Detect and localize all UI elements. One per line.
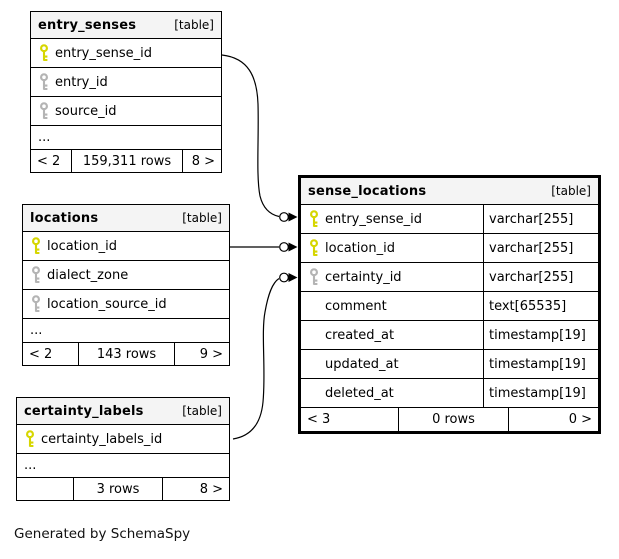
column-row: location_id <box>23 231 229 260</box>
column-row: entry_id <box>31 67 221 96</box>
primary-key-icon <box>39 44 49 62</box>
foreign-key-icon <box>31 266 41 284</box>
column-name: created_at <box>325 327 395 343</box>
column-name: entry_sense_id <box>325 211 423 227</box>
footer-children-stat: 9 > <box>174 343 229 365</box>
generated-by-note: Generated by SchemaSpy <box>14 526 191 542</box>
more-columns-ellipsis: ... <box>31 125 221 149</box>
column-name: deleted_at <box>325 385 394 401</box>
foreign-key-icon <box>39 102 49 120</box>
column-type: text[65535] <box>483 292 598 320</box>
column-name: source_id <box>55 103 117 119</box>
table-footer: < 3 0 rows 0 > <box>301 407 598 431</box>
footer-children-stat: 8 > <box>182 150 221 172</box>
column-name: dialect_zone <box>47 267 129 283</box>
table-type-tag: [table] <box>551 184 591 198</box>
relation-certainty-labels-line <box>232 277 280 440</box>
column-name: certainty_labels_id <box>41 431 163 447</box>
column-type: timestamp[19] <box>483 321 598 349</box>
column-name: comment <box>325 298 387 314</box>
footer-rows-stat: 0 rows <box>398 408 508 431</box>
column-row: entry_sense_id <box>31 38 221 67</box>
table-footer: < 2 159,311 rows 8 > <box>31 149 221 172</box>
table-name: entry_senses <box>38 17 137 33</box>
table-locations[interactable]: locations [table] location_id dialect_zo… <box>22 204 230 366</box>
column-type: timestamp[19] <box>483 350 598 378</box>
footer-parents-stat: < 2 <box>37 153 61 169</box>
foreign-key-icon <box>39 73 49 91</box>
primary-key-icon <box>25 430 35 448</box>
relation-entry-senses-line <box>221 54 280 218</box>
table-name: locations <box>30 210 99 226</box>
column-row: created_at timestamp[19] <box>301 320 598 349</box>
footer-children-stat: 0 > <box>508 408 598 431</box>
table-header: sense_locations [table] <box>301 178 598 204</box>
table-header: entry_senses [table] <box>31 12 221 38</box>
table-type-tag: [table] <box>182 404 222 418</box>
column-row: location_source_id <box>23 289 229 318</box>
relation-endpoints <box>279 212 298 283</box>
table-name: sense_locations <box>308 183 427 199</box>
column-row: dialect_zone <box>23 260 229 289</box>
column-name: location_id <box>325 240 395 256</box>
column-name: entry_id <box>55 74 108 90</box>
column-name: location_source_id <box>47 296 167 312</box>
footer-rows-stat: 159,311 rows <box>71 150 182 172</box>
table-footer: 3 rows 8 > <box>17 477 229 500</box>
column-row: certainty_labels_id <box>17 424 229 453</box>
table-footer: < 2 143 rows 9 > <box>23 342 229 365</box>
table-type-tag: [table] <box>174 18 214 32</box>
more-columns-ellipsis: ... <box>17 453 229 477</box>
column-row: comment text[65535] <box>301 291 598 320</box>
footer-parents-stat <box>17 478 73 500</box>
table-entry-senses[interactable]: entry_senses [table] entry_sense_id entr… <box>30 11 222 173</box>
column-name: location_id <box>47 238 117 254</box>
column-row: certainty_id varchar[255] <box>301 262 598 291</box>
column-row: updated_at timestamp[19] <box>301 349 598 378</box>
table-certainty-labels[interactable]: certainty_labels [table] certainty_label… <box>16 397 230 501</box>
table-sense-locations[interactable]: sense_locations [table] entry_sense_id v… <box>298 175 601 434</box>
more-columns-ellipsis: ... <box>23 318 229 342</box>
column-name: entry_sense_id <box>55 45 153 61</box>
column-type: varchar[255] <box>483 205 598 233</box>
foreign-key-icon <box>31 295 41 313</box>
foreign-key-icon <box>309 268 319 286</box>
footer-children-stat: 8 > <box>162 478 229 500</box>
column-type: timestamp[19] <box>483 379 598 407</box>
footer-parents-stat: < 2 <box>29 346 53 362</box>
column-row: entry_sense_id varchar[255] <box>301 204 598 233</box>
column-row: deleted_at timestamp[19] <box>301 378 598 407</box>
table-type-tag: [table] <box>182 211 222 225</box>
footer-parents-stat: < 3 <box>307 412 331 427</box>
column-row: location_id varchar[255] <box>301 233 598 262</box>
table-name: certainty_labels <box>24 403 144 419</box>
primary-key-icon <box>309 239 319 257</box>
footer-rows-stat: 143 rows <box>78 343 174 365</box>
footer-rows-stat: 3 rows <box>73 478 162 500</box>
column-name: certainty_id <box>325 269 402 285</box>
column-type: varchar[255] <box>483 263 598 291</box>
column-type: varchar[255] <box>483 234 598 262</box>
table-header: locations [table] <box>23 205 229 231</box>
column-name: updated_at <box>325 356 399 372</box>
primary-key-icon <box>309 210 319 228</box>
column-row: source_id <box>31 96 221 125</box>
primary-key-icon <box>31 237 41 255</box>
table-header: certainty_labels [table] <box>17 398 229 424</box>
